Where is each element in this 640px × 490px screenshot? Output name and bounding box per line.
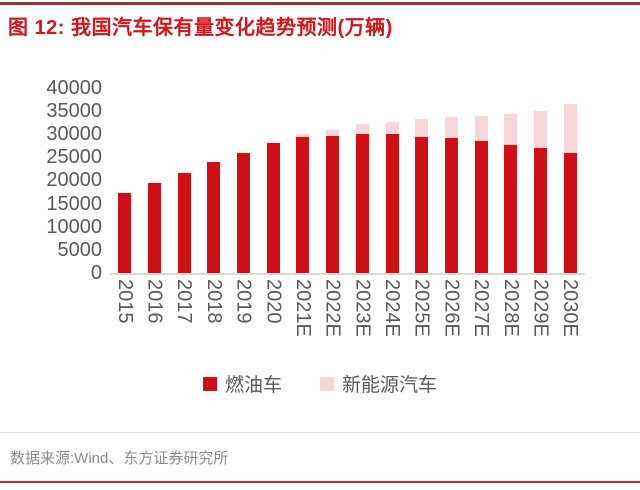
bar-segment-nev — [296, 134, 310, 137]
legend-label: 新能源汽车 — [342, 375, 438, 396]
y-axis: 0 5000 10000 15000 20000 25000 30000 35000 40000 — [0, 77, 103, 284]
stacked-bar-2018 — [199, 88, 229, 273]
x-tick-label: 2028E — [499, 279, 522, 337]
x-label-slot: 2015 — [110, 279, 140, 324]
x-tick-label: 2024E — [381, 279, 404, 337]
stacked-bar-2022E — [318, 88, 348, 273]
y-tick-label: 35000 — [46, 100, 102, 122]
x-tick-label: 2016 — [143, 279, 166, 324]
x-label-slot: 2017 — [169, 279, 199, 324]
stacked-bar-2017 — [169, 88, 199, 273]
x-tick-label: 2018 — [202, 279, 225, 324]
x-label-slot: 2023E — [348, 279, 378, 337]
data-source-text: 数据来源:Wind、东方证券研究所 — [10, 450, 229, 467]
bar-segment-fuel — [385, 134, 399, 273]
bar-segment-fuel — [118, 193, 132, 273]
legend-item-fuel: 燃油车 — [202, 370, 282, 397]
bar-segment-fuel — [296, 137, 310, 273]
y-tick-label: 25000 — [46, 146, 102, 168]
bar-segment-nev — [474, 116, 488, 141]
x-label-slot: 2016 — [140, 279, 170, 324]
bar-segment-nev — [355, 124, 369, 134]
x-tick-label: 2022E — [321, 279, 344, 337]
x-tick-label: 2017 — [173, 279, 196, 324]
stacked-bar-2024E — [377, 88, 407, 273]
x-axis: 2015 2016 2017 2018 2019 2020 2021E 2022E 2023E 2… — [110, 279, 585, 359]
x-label-slot: 2030E — [555, 279, 585, 337]
stacked-bar-2015 — [110, 88, 140, 273]
bar-segment-fuel — [326, 136, 340, 273]
x-label-slot: 2022E — [318, 279, 348, 337]
x-tick-label: 2026E — [440, 279, 463, 337]
bar-segment-nev — [563, 104, 577, 153]
x-tick-label: 2023E — [351, 279, 374, 337]
bar-segment-nev — [533, 111, 547, 148]
stacked-bar-2020 — [258, 88, 288, 273]
y-tick-label: 40000 — [46, 77, 102, 99]
bar-segment-fuel — [177, 173, 191, 273]
legend-swatch-icon — [320, 376, 334, 391]
stacked-bar-2029E — [526, 88, 556, 273]
bar-segment-fuel — [563, 153, 577, 273]
x-tick-label: 2015 — [113, 279, 136, 324]
figure-title: 图 12: 我国汽车保有量变化趋势预测(万辆) — [8, 17, 393, 39]
x-label-slot: 2020 — [258, 279, 288, 324]
top-divider-rule — [0, 2, 640, 5]
stacked-bar-2028E — [496, 88, 526, 273]
bar-segment-fuel — [355, 134, 369, 273]
x-tick-label: 2027E — [470, 279, 493, 337]
bar-segment-fuel — [237, 153, 251, 273]
x-tick-label: 2025E — [410, 279, 433, 337]
bar-segment-fuel — [504, 145, 518, 273]
bar-segment-nev — [326, 130, 340, 136]
bar-segment-fuel — [444, 138, 458, 273]
stacked-bar-2030E — [555, 88, 585, 273]
x-label-slot: 2019 — [229, 279, 259, 324]
stacked-bar-2016 — [140, 88, 170, 273]
y-tick-label: 30000 — [46, 123, 102, 145]
stacked-bar-2023E — [348, 88, 378, 273]
bar-segment-nev — [385, 122, 399, 134]
footer-divider-rule — [0, 432, 640, 433]
bar-segment-nev — [415, 119, 429, 137]
bar-segment-fuel — [207, 162, 221, 273]
x-tick-label: 2019 — [232, 279, 255, 324]
y-tick-label: 0 — [90, 262, 102, 284]
bar-segment-fuel — [474, 141, 488, 273]
x-label-slot: 2024E — [377, 279, 407, 337]
x-label-slot: 2029E — [526, 279, 556, 337]
stacked-bar-2019 — [229, 88, 259, 273]
chart-legend: 燃油车 新能源汽车 — [0, 370, 640, 397]
x-tick-label: 2021E — [291, 279, 314, 337]
y-tick-label: 20000 — [46, 169, 102, 191]
legend-label: 燃油车 — [224, 375, 282, 396]
y-tick-label: 10000 — [46, 216, 102, 238]
x-tick-label: 2030E — [559, 279, 582, 337]
bar-segment-nev — [504, 114, 518, 145]
y-tick-label: 15000 — [46, 193, 102, 215]
bar-segment-fuel — [533, 148, 547, 273]
x-label-slot: 2021E — [288, 279, 318, 337]
stacked-bar-2026E — [437, 88, 467, 273]
x-label-slot: 2028E — [496, 279, 526, 337]
y-tick-label: 5000 — [57, 239, 103, 261]
bar-segment-fuel — [415, 137, 429, 273]
x-label-slot: 2025E — [407, 279, 437, 337]
bar-segment-fuel — [148, 183, 162, 273]
stacked-bar-2027E — [466, 88, 496, 273]
legend-item-nev: 新能源汽车 — [320, 370, 437, 397]
x-label-slot: 2027E — [466, 279, 496, 337]
plot-area — [110, 88, 585, 275]
bar-segment-nev — [444, 117, 458, 138]
x-label-slot: 2026E — [437, 279, 467, 337]
bottom-divider-rule — [0, 481, 640, 483]
x-label-slot: 2018 — [199, 279, 229, 324]
stacked-bar-2021E — [288, 88, 318, 273]
x-tick-label: 2020 — [262, 279, 285, 324]
bar-segment-fuel — [266, 143, 280, 273]
x-tick-label: 2029E — [529, 279, 552, 337]
stacked-bar-2025E — [407, 88, 437, 273]
legend-swatch-icon — [202, 376, 217, 391]
